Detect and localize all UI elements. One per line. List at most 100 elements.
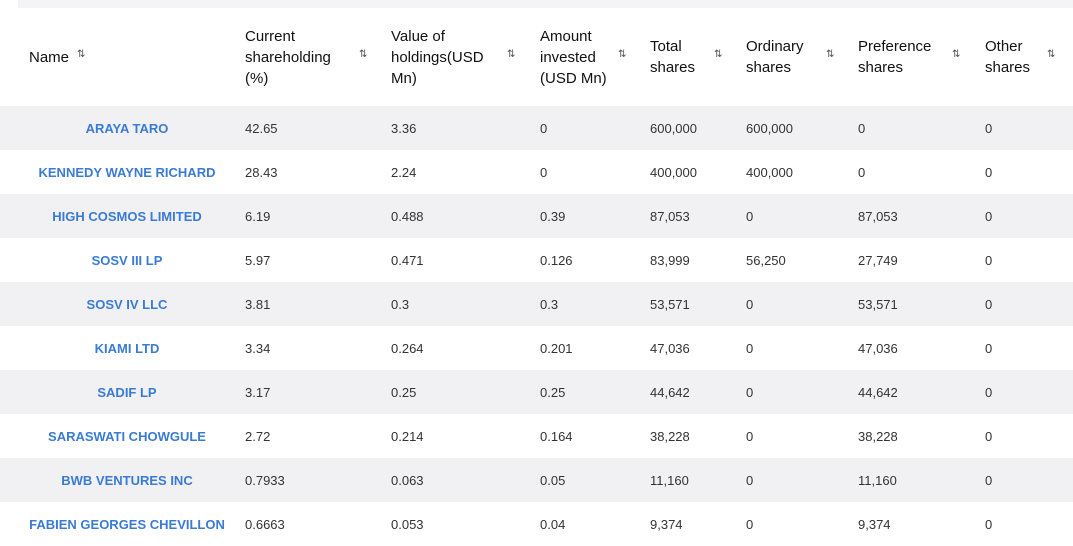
current-shareholding-cell: 0.6663 <box>245 516 285 532</box>
current-shareholding-cell: 0.7933 <box>236 458 382 502</box>
column-header-ordinary-shares[interactable]: Ordinary shares ⇅ <box>737 8 849 106</box>
total-shares-cell: 600,000 <box>641 106 737 150</box>
column-header-total-shares[interactable]: Total shares ⇅ <box>641 8 737 106</box>
shareholder-name-link[interactable]: SADIF LP <box>0 370 236 414</box>
other-shares-cell: 0 <box>976 370 1073 414</box>
preference-shares-cell: 11,160 <box>849 458 976 502</box>
shareholder-name-link[interactable]: BWB VENTURES INC <box>0 458 236 502</box>
preference-shares-cell: 53,571 <box>849 282 976 326</box>
current-shareholding-cell: 3.34 <box>245 340 271 356</box>
total-shares-cell: 400,000 <box>650 164 697 180</box>
column-header-label: Name <box>29 48 70 66</box>
amount-invested-cell: 0 <box>531 106 641 150</box>
other-shares-cell: 0 <box>985 252 993 268</box>
shareholder-name-link[interactable]: SOSV IV LLC <box>0 282 236 326</box>
other-shares-cell: 0 <box>985 516 993 532</box>
preference-shares-cell: 0 <box>858 164 866 180</box>
sort-arrows-icon[interactable]: ⇅ <box>359 49 368 60</box>
ordinary-shares-cell: 0 <box>746 340 754 356</box>
column-header-name[interactable]: Name ⇅ <box>0 8 236 106</box>
value-of-holdings-cell: 0.3 <box>382 282 531 326</box>
current-shareholding-cell: 28.43 <box>245 164 278 180</box>
preference-shares-cell: 47,036 <box>858 340 898 356</box>
total-shares-cell: 83,999 <box>650 252 690 268</box>
sort-arrows-icon[interactable]: ⇅ <box>507 49 516 60</box>
ordinary-shares-cell: 0 <box>737 194 849 238</box>
other-shares-cell: 0 <box>976 458 1073 502</box>
sort-arrows-icon[interactable]: ⇅ <box>952 49 961 60</box>
table-row: ARAYA TARO 42.65 3.36 0 600,000 600,000 … <box>0 106 1073 150</box>
amount-invested-cell: 0.04 <box>540 516 566 532</box>
top-divider <box>18 0 1073 8</box>
ordinary-shares-cell: 0 <box>737 370 849 414</box>
shareholder-name-link[interactable]: HIGH COSMOS LIMITED <box>0 194 236 238</box>
sort-arrows-icon[interactable]: ⇅ <box>1047 49 1056 60</box>
column-header-other-shares[interactable]: Other shares ⇅ <box>976 8 1073 106</box>
sort-arrows-icon[interactable]: ⇅ <box>826 49 835 60</box>
column-header-preference-shares[interactable]: Preference shares ⇅ <box>849 8 976 106</box>
value-of-holdings-cell: 2.24 <box>391 164 417 180</box>
table-row: SARASWATI CHOWGULE 2.72 0.214 0.164 38,2… <box>0 414 1073 458</box>
ordinary-shares-cell: 400,000 <box>746 164 793 180</box>
shareholder-name-link[interactable]: ARAYA TARO <box>0 106 236 150</box>
amount-invested-cell: 0.201 <box>540 340 573 356</box>
column-header-label: Value of holdings(USD Mn) <box>391 27 484 87</box>
current-shareholding-cell: 6.19 <box>236 194 382 238</box>
value-of-holdings-cell: 0.488 <box>382 194 531 238</box>
table-row: KIAMI LTD 3.34 0.264 0.201 47,036 0 47,0… <box>0 326 1073 370</box>
ordinary-shares-cell: 0 <box>746 428 754 444</box>
column-header-label: Current shareholding (%) <box>245 27 331 87</box>
shareholder-name-link[interactable]: KENNEDY WAYNE RICHARD <box>38 164 216 180</box>
other-shares-cell: 0 <box>976 194 1073 238</box>
sort-arrows-icon[interactable]: ⇅ <box>618 49 627 60</box>
sort-arrows-icon[interactable]: ⇅ <box>714 49 723 60</box>
shareholders-table: Name ⇅ Current shareholding (%) ⇅ Value of… <box>0 8 1073 546</box>
column-header-current-shareholding[interactable]: Current shareholding (%) ⇅ <box>236 8 382 106</box>
total-shares-cell: 44,642 <box>641 370 737 414</box>
shareholder-name-link[interactable]: KIAMI LTD <box>94 340 160 356</box>
column-header-label: Preference shares <box>858 38 932 76</box>
total-shares-cell: 9,374 <box>650 516 683 532</box>
value-of-holdings-cell: 3.36 <box>382 106 531 150</box>
column-header-label: Other shares <box>985 38 1031 76</box>
table-row: SOSV III LP 5.97 0.471 0.126 83,999 56,2… <box>0 238 1073 282</box>
table-row: SOSV IV LLC 3.81 0.3 0.3 53,571 0 53,571… <box>0 282 1073 326</box>
total-shares-cell: 47,036 <box>650 340 690 356</box>
column-header-value-of-holdings[interactable]: Value of holdings(USD Mn) ⇅ <box>382 8 531 106</box>
table-row: KENNEDY WAYNE RICHARD 28.43 2.24 0 400,0… <box>0 150 1073 194</box>
table-row: BWB VENTURES INC 0.7933 0.063 0.05 11,16… <box>0 458 1073 502</box>
total-shares-cell: 87,053 <box>641 194 737 238</box>
column-header-label: Ordinary shares <box>746 38 804 76</box>
sort-arrows-icon[interactable]: ⇅ <box>77 49 86 60</box>
ordinary-shares-cell: 0 <box>746 516 754 532</box>
value-of-holdings-cell: 0.25 <box>382 370 531 414</box>
total-shares-cell: 53,571 <box>641 282 737 326</box>
amount-invested-cell: 0 <box>540 164 548 180</box>
value-of-holdings-cell: 0.214 <box>391 428 424 444</box>
preference-shares-cell: 38,228 <box>858 428 898 444</box>
preference-shares-cell: 0 <box>849 106 976 150</box>
shareholder-name-link[interactable]: SOSV III LP <box>91 252 163 268</box>
value-of-holdings-cell: 0.471 <box>391 252 424 268</box>
amount-invested-cell: 0.3 <box>531 282 641 326</box>
ordinary-shares-cell: 56,250 <box>746 252 786 268</box>
shareholder-name-link[interactable]: FABIEN GEORGES CHEVILLON <box>29 516 225 532</box>
value-of-holdings-cell: 0.063 <box>382 458 531 502</box>
ordinary-shares-cell: 0 <box>737 458 849 502</box>
total-shares-cell: 11,160 <box>641 458 737 502</box>
other-shares-cell: 0 <box>976 106 1073 150</box>
preference-shares-cell: 9,374 <box>858 516 891 532</box>
amount-invested-cell: 0.126 <box>540 252 573 268</box>
table-row: HIGH COSMOS LIMITED 6.19 0.488 0.39 87,0… <box>0 194 1073 238</box>
table-row: FABIEN GEORGES CHEVILLON 0.6663 0.053 0.… <box>0 502 1073 546</box>
ordinary-shares-cell: 0 <box>737 282 849 326</box>
value-of-holdings-cell: 0.053 <box>391 516 424 532</box>
column-header-label: Amount invested (USD Mn) <box>540 27 607 87</box>
current-shareholding-cell: 5.97 <box>245 252 271 268</box>
column-header-amount-invested[interactable]: Amount invested (USD Mn) ⇅ <box>531 8 641 106</box>
current-shareholding-cell: 3.17 <box>236 370 382 414</box>
other-shares-cell: 0 <box>976 282 1073 326</box>
preference-shares-cell: 44,642 <box>849 370 976 414</box>
shareholder-name-link[interactable]: SARASWATI CHOWGULE <box>48 428 206 444</box>
